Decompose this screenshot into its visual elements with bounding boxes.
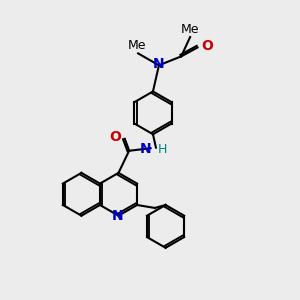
Text: Me: Me bbox=[128, 39, 146, 52]
Text: N: N bbox=[112, 209, 124, 223]
Text: O: O bbox=[109, 130, 121, 144]
Text: N: N bbox=[153, 57, 165, 71]
Text: O: O bbox=[201, 39, 213, 53]
Text: H: H bbox=[158, 142, 167, 156]
Text: Me: Me bbox=[181, 22, 200, 36]
Text: N: N bbox=[140, 142, 152, 156]
